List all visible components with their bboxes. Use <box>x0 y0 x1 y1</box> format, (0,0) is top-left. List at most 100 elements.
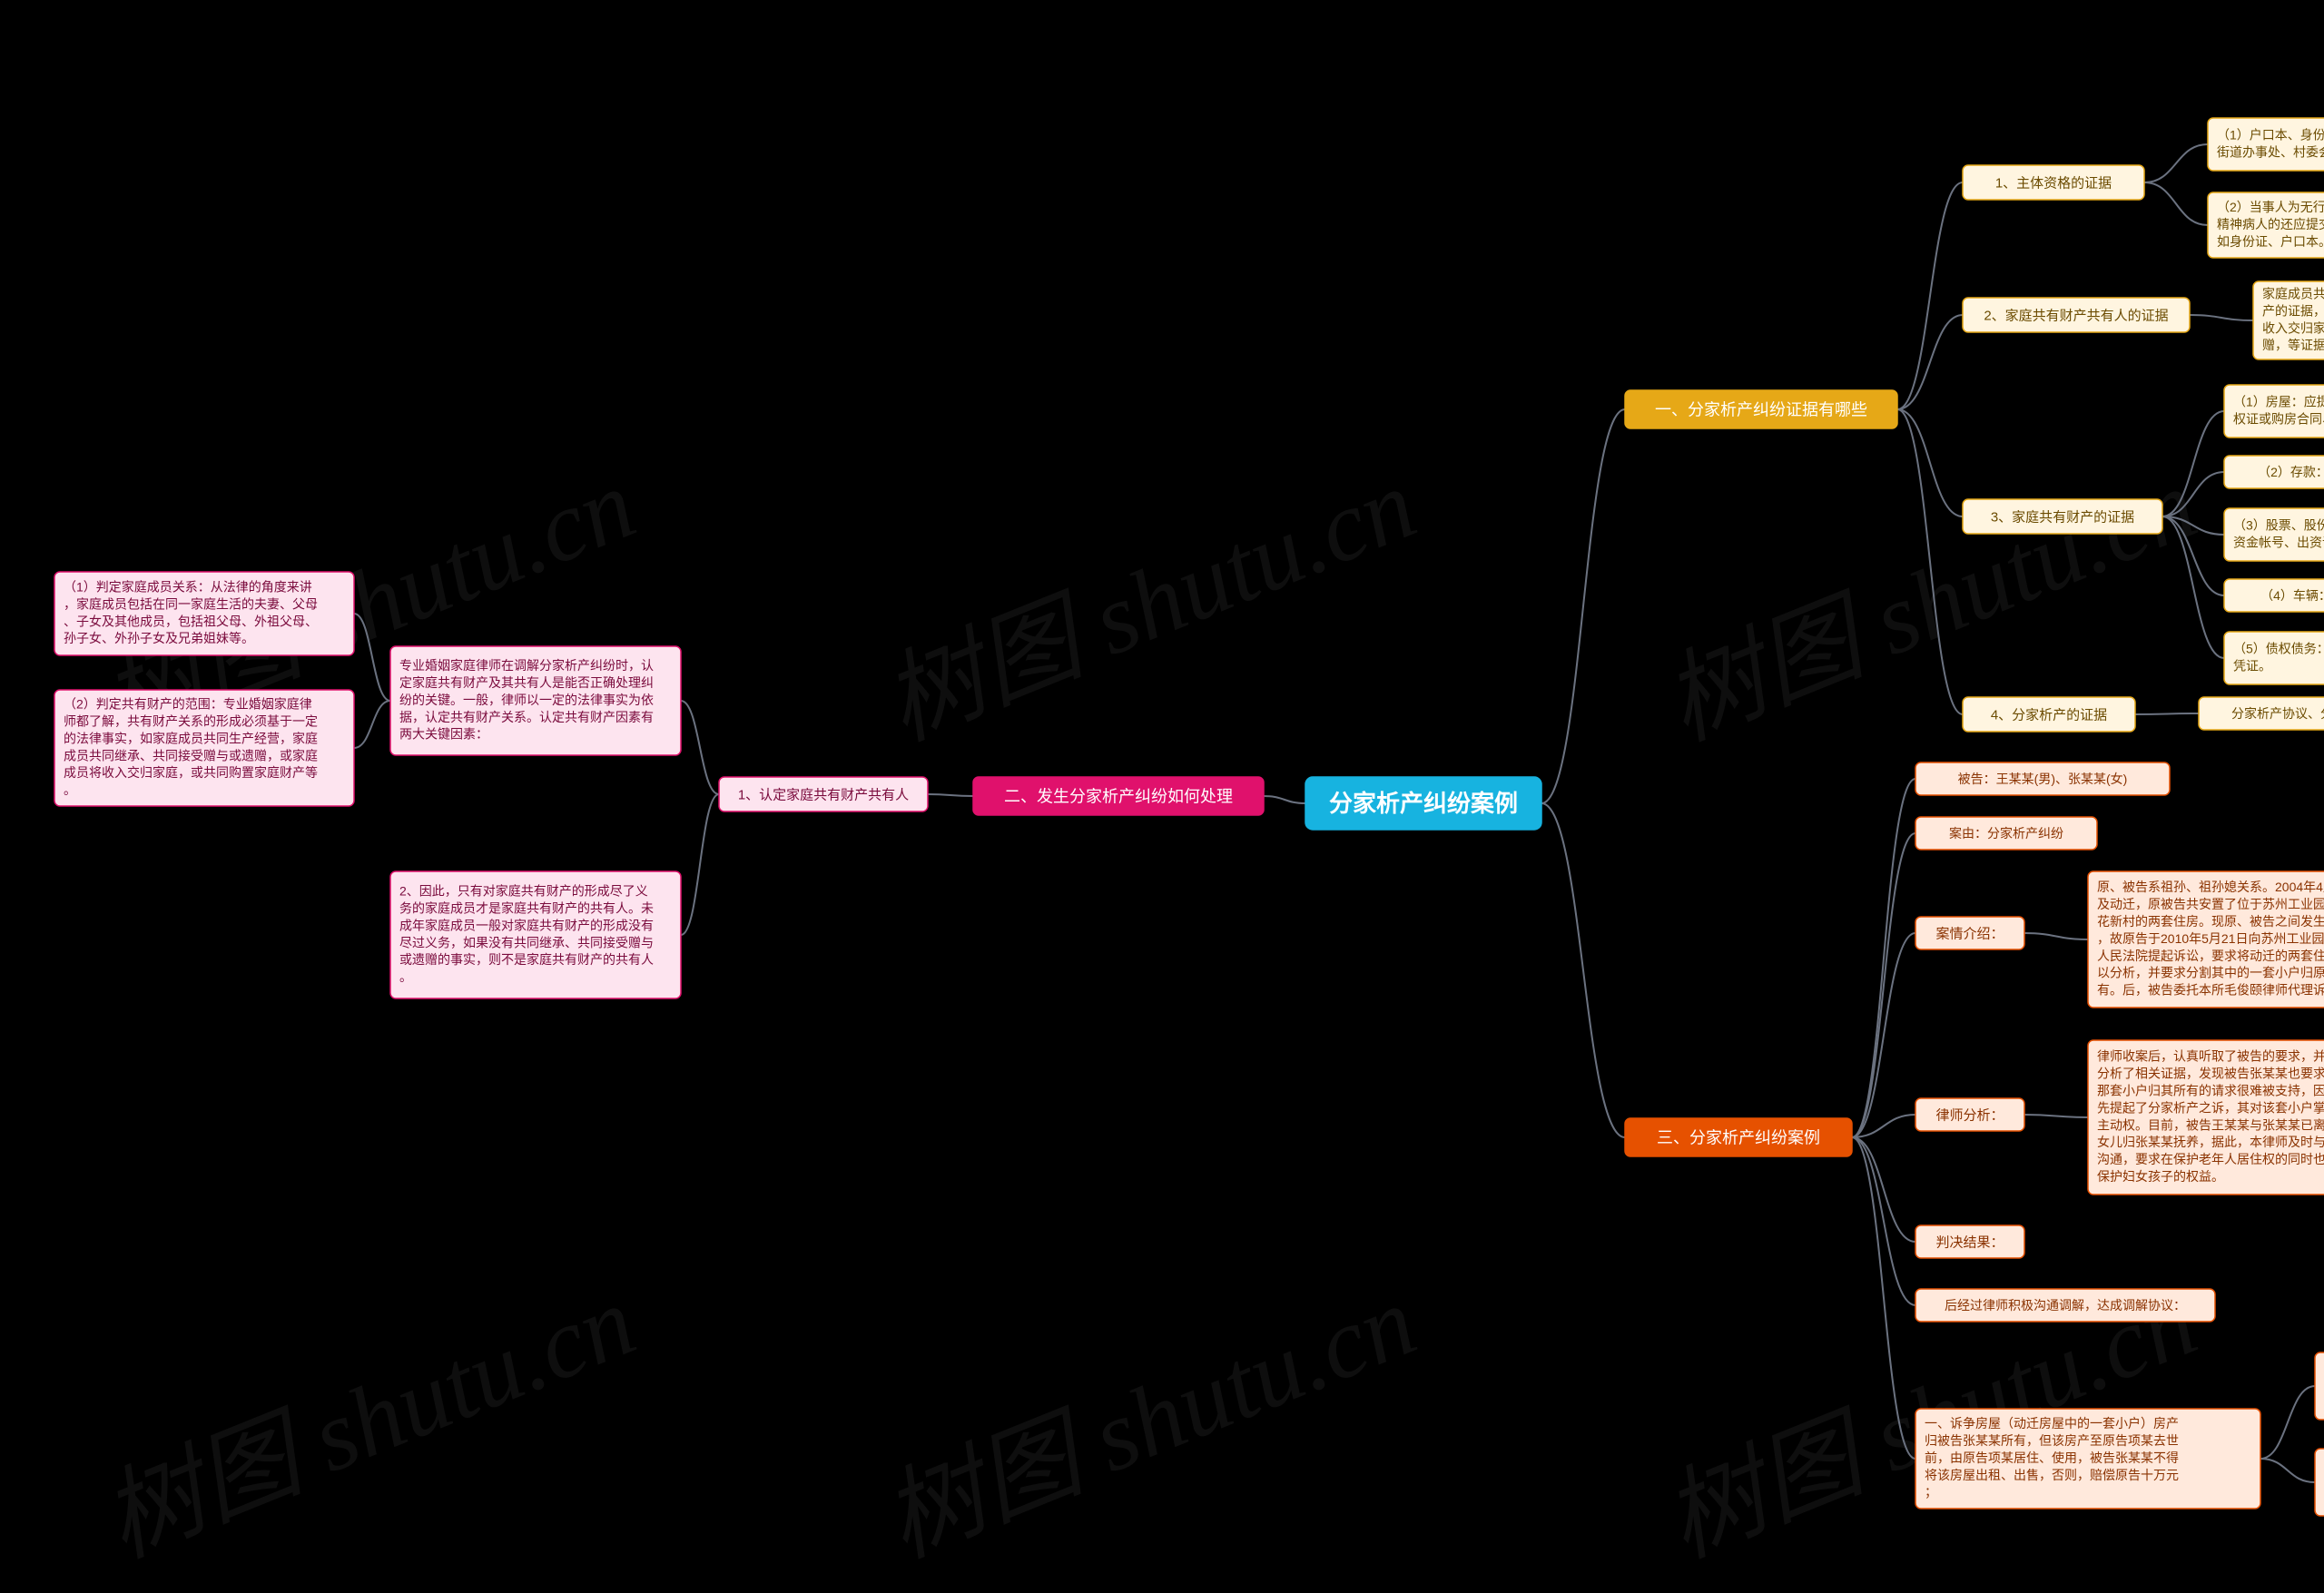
node-text: 如身份证、户口本。 <box>2217 234 2324 249</box>
node-text: 判决结果： <box>1935 1234 2004 1250</box>
watermark: 树图 shutu.cn <box>869 1265 1430 1578</box>
node-a4_1[interactable]: 分家析产协议、分家单等。 <box>2199 697 2324 730</box>
node-c5_1[interactable]: 二、动迁房屋中的一套大户归原告与被告王某某所有，其中，原告拥有15%的产权份额，… <box>2315 1352 2324 1420</box>
node-text: 师都了解，共有财产关系的形成必须基于一定 <box>64 714 318 729</box>
node-text: 分家析产协议、分家单等。 <box>2231 706 2324 721</box>
node-a1_2[interactable]: （2）当事人为无行为能力、限制行为能力或精神病人的还应提交监护人的身份证明资料，… <box>2208 192 2324 258</box>
node-text: 4、分家析产的证据 <box>1991 707 2107 723</box>
node-text: 成年家庭成员一般对家庭共有财产的形成没有 <box>399 918 654 932</box>
node-a3[interactable]: 3、家庭共有财产的证据 <box>1963 499 2162 534</box>
node-text: 1、主体资格的证据 <box>1995 175 2112 191</box>
node-b1[interactable]: 1、认定家庭共有财产共有人 <box>719 777 928 811</box>
node-text: 花新村的两套住房。现原、被告之间发生矛盾 <box>2097 914 2324 929</box>
node-a1[interactable]: 1、主体资格的证据 <box>1963 165 2144 200</box>
node-text: 2、家庭共有财产共有人的证据 <box>1984 308 2168 323</box>
node-c5[interactable]: 一、诉争房屋（动迁房屋中的一套小户）房产归被告张某某所有，但该房产至原告项某去世… <box>1915 1409 2260 1509</box>
node-text: 沟通，要求在保护老年人居住权的同时也应该 <box>2097 1152 2324 1166</box>
node-c3[interactable]: 判决结果： <box>1915 1225 2024 1258</box>
node-root[interactable]: 分家析产纠纷案例 <box>1305 777 1541 830</box>
node-b1a_2[interactable]: （2）判定共有财产的范围：专业婚姻家庭律师都了解，共有财产关系的形成必须基于一定… <box>54 690 354 806</box>
watermarks: 树图 shutu.cn树图 shutu.cn树图 shutu.cn树图 shut… <box>88 448 2211 1578</box>
node-text: 案由：分家析产纠纷 <box>1949 826 2063 841</box>
edge <box>1541 409 1625 803</box>
node-a2[interactable]: 2、家庭共有财产共有人的证据 <box>1963 298 2190 332</box>
node-c0b[interactable]: 案由：分家析产纠纷 <box>1915 817 2097 850</box>
node-text: 一、分家析产纠纷证据有哪些 <box>1655 400 1867 418</box>
edge <box>2190 315 2253 320</box>
node-a3_1[interactable]: （1）房屋：应提交房屋所有权证、土地使用权证或购房合同、交款发票或出资证明等。 <box>2224 385 2324 438</box>
node-b1b[interactable]: 2、因此，只有对家庭共有财产的形成尽了义务的家庭成员才是家庭共有财产的共有人。未… <box>390 871 681 998</box>
node-c2[interactable]: 律师分析： <box>1915 1098 2024 1131</box>
node-text: 定家庭共有财产及其共有人是能否正确处理纠 <box>399 675 654 690</box>
node-text: （1）判定家庭成员关系：从法律的角度来讲 <box>64 580 312 595</box>
node-a[interactable]: 一、分家析产纠纷证据有哪些 <box>1625 390 1897 428</box>
node-text: ，故原告于2010年5月21日向苏州工业园区 <box>2097 931 2324 946</box>
node-text: （4）车辆：应提交行驶证或购车合同等。 <box>2260 588 2324 603</box>
node-a3_2[interactable]: （2）存款：应提交存单、银行账号等。 <box>2224 456 2324 488</box>
edge <box>2260 1386 2315 1459</box>
node-text: （2）存款：应提交存单、银行账号等。 <box>2258 465 2324 479</box>
node-text: 或遗赠的事实，则不是家庭共有财产的共有人 <box>399 952 654 967</box>
node-a2_1[interactable]: 家庭成员共同创造、共同所得形成家庭共有财产的证据，如共同投资购置家庭财产、将个人… <box>2253 281 2324 359</box>
node-text: 案情介绍： <box>1935 925 2004 941</box>
node-text: （1）户口本、身份证、结婚证或公安机关、 <box>2217 127 2324 142</box>
node-text: 后经过律师积极沟通调解，达成调解协议： <box>1945 1298 2186 1313</box>
edge <box>1852 1137 1915 1305</box>
node-text: ； <box>1925 1485 1937 1500</box>
node-text: 专业婚姻家庭律师在调解分家析产纠纷时，认 <box>399 658 654 673</box>
node-text: （3）股票、股份、出资额：应提交股东代码、 <box>2233 517 2324 532</box>
node-text: 被告：王某某(男)、张某某(女) <box>1958 772 2128 786</box>
node-text: 三、分家析产纠纷案例 <box>1657 1128 1820 1146</box>
node-text: 街道办事处、村委会等有关部门出具的证明。 <box>2217 144 2324 159</box>
node-b[interactable]: 二、发生分家析产纠纷如何处理 <box>973 777 1264 815</box>
node-text: 家庭成员共同创造、共同所得形成家庭共有财 <box>2262 287 2324 301</box>
node-text: 权证或购房合同、交款发票或出资证明等。 <box>2233 411 2324 426</box>
mindmap-canvas: 树图 shutu.cn树图 shutu.cn树图 shutu.cn树图 shut… <box>0 0 2324 1593</box>
node-text: 及动迁，原被告共安置了位于苏州工业园区莲 <box>2097 897 2324 911</box>
node-text: 以分析，并要求分割其中的一套小户归原告所 <box>2097 966 2324 980</box>
node-a3_3[interactable]: （3）股票、股份、出资额：应提交股东代码、资金帐号、出资证明、工商登记资料等。 <box>2224 508 2324 561</box>
node-text: 前，由原告项某居住、使用，被告张某某不得 <box>1925 1450 2179 1465</box>
node-c1_1[interactable]: 原、被告系祖孙、祖孙媳关系。2004年4月涉及动迁，原被告共安置了位于苏州工业园… <box>2088 871 2324 1008</box>
node-text: 先提起了分家析产之诉，其对该套小户掌握了 <box>2097 1100 2324 1115</box>
node-c[interactable]: 三、分家析产纠纷案例 <box>1625 1118 1852 1156</box>
node-c5_2[interactable]: 三、被告王某某于2010年7月起至原告项某去世时止，每月支付被告张某某房租800… <box>2315 1449 2324 1516</box>
node-a4[interactable]: 4、分家析产的证据 <box>1963 697 2135 732</box>
node-text: 归被告张某某所有，但该房产至原告项某去世 <box>1925 1433 2179 1448</box>
edge <box>2144 144 2208 182</box>
node-text: 孙子女、外孙子女及兄弟姐妹等。 <box>64 631 254 645</box>
node-c2_1[interactable]: 律师收案后，认真听取了被告的要求，并仔细分析了相关证据，发现被告张某某也要求分割… <box>2088 1040 2324 1195</box>
node-b1a_1[interactable]: （1）判定家庭成员关系：从法律的角度来讲，家庭成员包括在同一家庭生活的夫妻、父母… <box>54 572 354 655</box>
edge <box>2144 182 2208 225</box>
watermark: 树图 shutu.cn <box>869 448 1430 761</box>
watermark: 树图 shutu.cn <box>88 1265 649 1578</box>
node-text: 的法律事实，如家庭成员共同生产经营，家庭 <box>64 731 318 745</box>
edge <box>1897 182 1963 409</box>
node-text: 。 <box>399 969 412 984</box>
node-c4[interactable]: 后经过律师积极沟通调解，达成调解协议： <box>1915 1289 2215 1322</box>
edge <box>1852 779 1915 1137</box>
node-text: 据，认定共有财产关系。认定共有财产因素有 <box>399 710 654 724</box>
node-a3_5[interactable]: （5）债权债务：应提交借据或其他权利义务凭证。 <box>2224 632 2324 684</box>
node-text: 凭证。 <box>2233 658 2271 673</box>
node-c0[interactable]: 被告：王某某(男)、张某某(女) <box>1915 762 2170 795</box>
node-text: 资金帐号、出资证明、工商登记资料等。 <box>2233 535 2324 549</box>
node-text: 收入交归家庭、共同继承、共同接受赠与或遗 <box>2262 320 2324 335</box>
node-text: 分析了相关证据，发现被告张某某也要求分割 <box>2097 1067 2324 1081</box>
node-c1[interactable]: 案情介绍： <box>1915 917 2024 949</box>
node-text: 成员共同继承、共同接受赠与或遗赠，或家庭 <box>64 748 318 762</box>
edge <box>1264 796 1305 803</box>
node-text: 精神病人的还应提交监护人的身份证明资料， <box>2217 217 2324 231</box>
edge <box>354 701 390 748</box>
edge <box>1852 833 1915 1137</box>
node-text: 原、被告系祖孙、祖孙媳关系。2004年4月涉 <box>2097 880 2324 894</box>
node-text: 、子女及其他成员，包括祖父母、外祖父母、 <box>64 614 318 628</box>
node-a1_1[interactable]: （1）户口本、身份证、结婚证或公安机关、街道办事处、村委会等有关部门出具的证明。 <box>2208 118 2324 171</box>
node-text: （5）债权债务：应提交借据或其他权利义务 <box>2233 641 2324 655</box>
node-text: 赠，等证据。 <box>2262 338 2324 352</box>
node-text: 律师收案后，认真听取了被告的要求，并仔细 <box>2097 1049 2324 1064</box>
node-text: （1）房屋：应提交房屋所有权证、土地使用 <box>2233 394 2324 408</box>
node-b1a[interactable]: 专业婚姻家庭律师在调解分家析产纠纷时，认定家庭共有财产及其共有人是能否正确处理纠… <box>390 646 681 755</box>
node-text: 主动权。目前，被告王某某与张某某已离婚， <box>2097 1117 2324 1132</box>
node-a3_4[interactable]: （4）车辆：应提交行驶证或购车合同等。 <box>2224 579 2324 612</box>
